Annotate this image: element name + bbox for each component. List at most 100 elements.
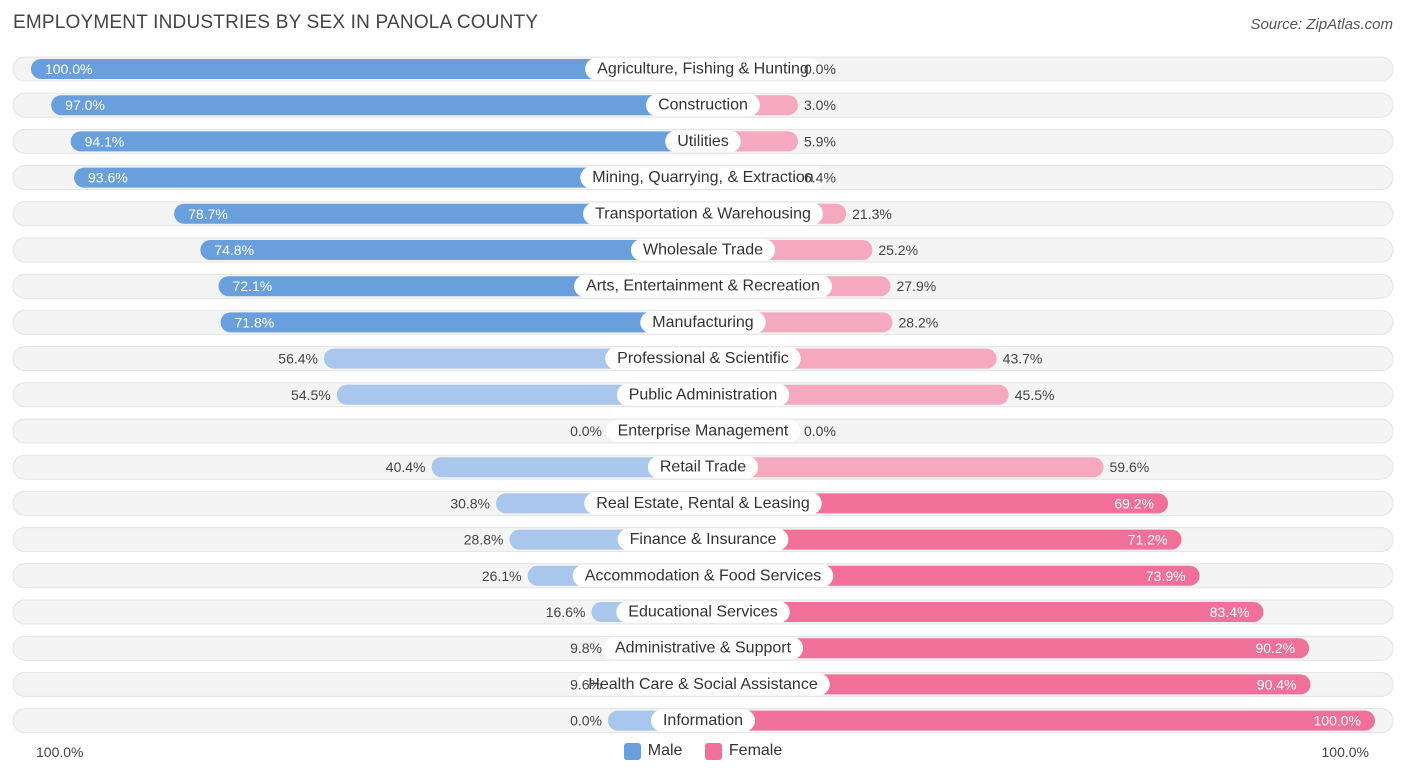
category-pill <box>584 492 822 515</box>
value-label-male: 40.4% <box>386 459 426 475</box>
legend-label-female: Female <box>728 742 783 759</box>
value-label-female: 25.2% <box>878 242 918 258</box>
legend-label-male: Male <box>647 742 683 759</box>
chart-row: Finance & Insurance 28.8% 71.2% <box>12 527 1394 553</box>
category-label: Manufacturing <box>652 314 753 331</box>
bar-male[interactable] <box>70 131 703 152</box>
value-label-male: 100.0% <box>45 61 92 77</box>
value-label-female: 45.5% <box>1015 387 1055 403</box>
bar-female[interactable] <box>703 674 1311 695</box>
value-label-female: 71.2% <box>1128 532 1168 548</box>
legend-item-male[interactable]: Male <box>623 742 683 760</box>
value-label-female: 43.7% <box>1003 351 1043 367</box>
category-label: Health Care & Social Assistance <box>588 676 818 693</box>
legend-item-female[interactable]: Female <box>704 742 783 760</box>
category-label: Administrative & Support <box>615 640 792 657</box>
category-pill <box>572 564 834 587</box>
category-pill <box>580 166 826 189</box>
bar-male[interactable] <box>220 312 703 333</box>
bar-male[interactable] <box>74 167 704 188</box>
category-label: Public Administration <box>629 386 778 403</box>
legend: Male Female <box>0 742 1406 765</box>
diverging-bar-chart: Agriculture, Fishing & Hunting 100.0% 0.0%… <box>12 56 1394 734</box>
chart-row: Construction 97.0% 3.0% <box>12 92 1394 118</box>
chart-row: Information 0.0% 100.0% <box>12 708 1394 734</box>
value-label-male: 16.6% <box>546 604 586 620</box>
category-label: Utilities <box>677 133 729 150</box>
category-label: Finance & Insurance <box>630 531 777 548</box>
bar-female[interactable] <box>703 457 1104 478</box>
bar-male[interactable] <box>336 384 703 405</box>
chart-row: Retail Trade 40.4% 59.6% <box>12 454 1394 480</box>
bar-male[interactable] <box>174 203 704 224</box>
chart-row: Enterprise Management 0.0% 0.0% <box>12 418 1394 444</box>
value-label-female: 27.9% <box>896 278 936 294</box>
category-pill <box>647 456 759 479</box>
category-pill <box>630 239 776 261</box>
value-label-male: 72.1% <box>232 278 272 294</box>
bar-male[interactable] <box>51 95 704 116</box>
value-label-male: 54.5% <box>291 387 331 403</box>
axis-right-label: 100.0% <box>1321 744 1369 760</box>
value-label-female: 6.4% <box>804 170 836 186</box>
value-label-female: 0.0% <box>804 423 836 439</box>
value-label-male: 71.8% <box>235 314 275 330</box>
category-pill <box>583 202 823 225</box>
category-label: Wholesale Trade <box>643 242 763 259</box>
chart-row: Real Estate, Rental & Leasing 30.8% 69.2% <box>12 490 1394 516</box>
value-label-female: 3.0% <box>804 97 836 113</box>
value-label-female: 90.4% <box>1257 676 1297 692</box>
chart-row: Utilities 94.1% 5.9% <box>12 128 1394 154</box>
axis-left-label: 100.0% <box>36 744 84 760</box>
value-label-female: 28.2% <box>899 314 939 330</box>
value-label-female: 73.9% <box>1146 568 1186 584</box>
value-label-male: 78.7% <box>188 206 228 222</box>
value-label-male: 93.6% <box>88 170 128 186</box>
category-label: Transportation & Warehousing <box>595 205 811 222</box>
chart-row: Wholesale Trade 74.8% 25.2% <box>12 237 1394 263</box>
category-pill <box>650 709 756 732</box>
bar-male[interactable] <box>31 59 703 79</box>
legend-swatch-male <box>623 742 641 760</box>
value-label-male: 97.0% <box>65 97 105 113</box>
category-label: Retail Trade <box>660 459 746 476</box>
category-pill <box>576 673 830 696</box>
value-label-male: 0.0% <box>570 423 602 439</box>
value-label-male: 9.6% <box>570 676 602 692</box>
category-pill <box>665 130 741 153</box>
chart-row: Professional & Scientific 56.4% 43.7% <box>12 346 1394 372</box>
value-label-male: 9.8% <box>570 640 602 656</box>
chart-row: Administrative & Support 9.8% 90.2% <box>12 635 1394 661</box>
value-label-male: 56.4% <box>278 351 318 367</box>
category-label: Professional & Scientific <box>617 350 789 367</box>
bar-female[interactable] <box>703 638 1310 659</box>
bar-female[interactable] <box>703 710 1375 731</box>
value-label-male: 30.8% <box>450 495 490 511</box>
value-label-male: 28.8% <box>464 532 504 548</box>
value-label-female: 69.2% <box>1114 495 1154 511</box>
value-label-female: 100.0% <box>1314 713 1361 729</box>
category-pill <box>617 528 789 551</box>
category-label: Arts, Entertainment & Recreation <box>586 278 820 295</box>
category-pill <box>585 58 821 80</box>
chart-row: Manufacturing 71.8% 28.2% <box>12 309 1394 335</box>
bar-male[interactable] <box>431 457 703 478</box>
category-label: Real Estate, Rental & Leasing <box>596 495 809 512</box>
category-label: Enterprise Management <box>618 423 789 440</box>
category-label: Educational Services <box>628 604 777 621</box>
category-label: Construction <box>658 97 748 114</box>
category-pill <box>602 637 804 660</box>
chart-title: EMPLOYMENT INDUSTRIES BY SEX IN PANOLA C… <box>13 12 539 33</box>
category-pill <box>640 311 766 334</box>
bar-female[interactable] <box>703 602 1264 622</box>
chart-row: Arts, Entertainment & Recreation 72.1% 27.… <box>12 273 1394 299</box>
chart-row: Educational Services 16.6% 83.4% <box>12 599 1394 625</box>
bar-female[interactable] <box>703 529 1182 550</box>
value-label-female: 5.9% <box>804 133 836 149</box>
category-pill <box>616 601 790 623</box>
chart-row: Public Administration 54.5% 45.5% <box>12 382 1394 408</box>
category-label: Mining, Quarrying, & Extraction <box>592 169 813 186</box>
bar-male[interactable] <box>200 240 703 260</box>
chart-row: Agriculture, Fishing & Hunting 100.0% 0.0% <box>12 56 1394 82</box>
